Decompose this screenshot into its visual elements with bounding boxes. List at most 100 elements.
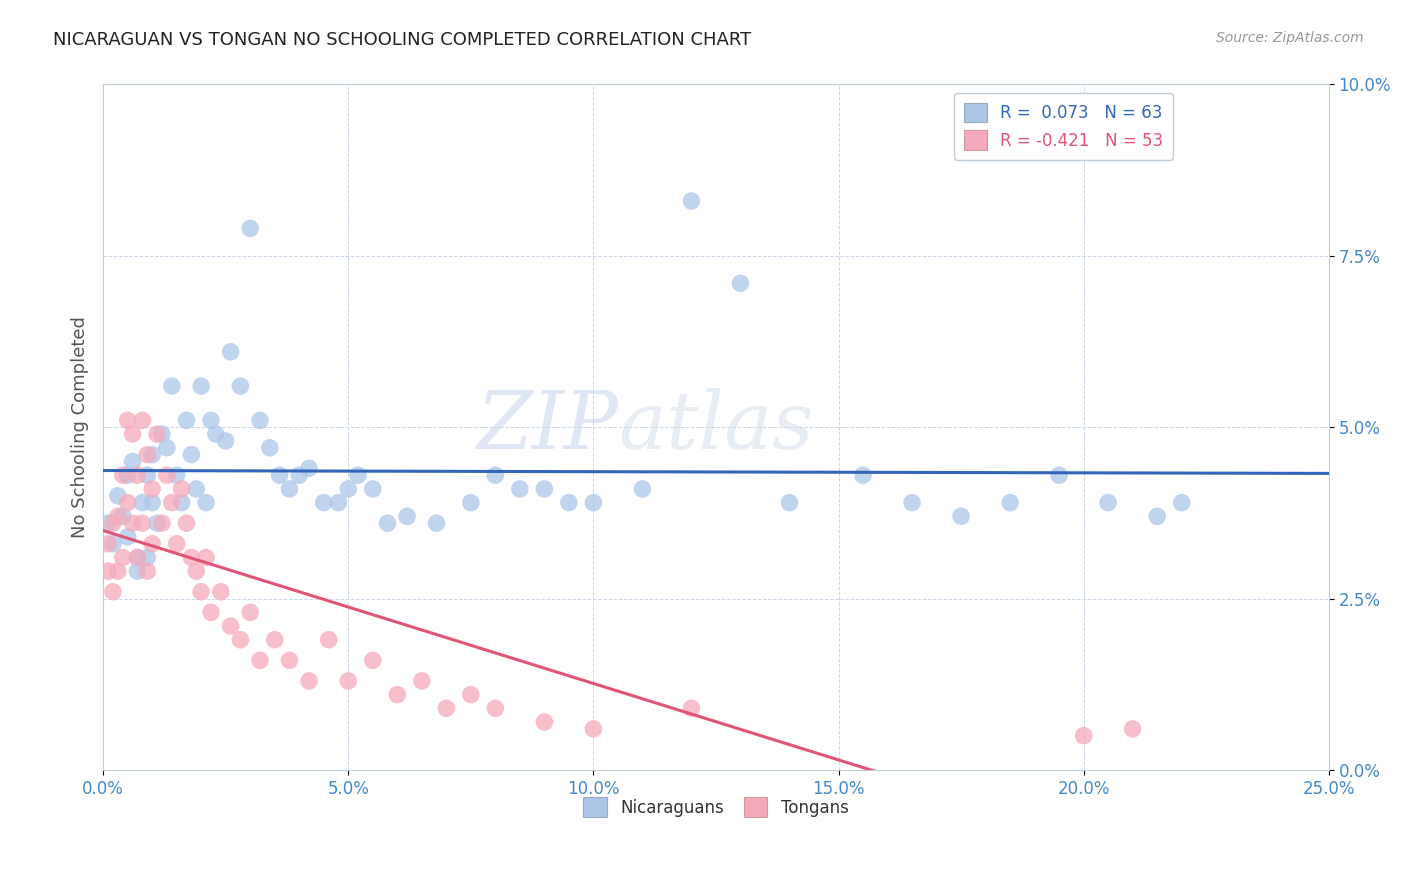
Point bbox=[239, 605, 262, 619]
Point bbox=[107, 489, 129, 503]
Point bbox=[337, 673, 360, 688]
Point bbox=[269, 468, 291, 483]
Point bbox=[387, 688, 409, 702]
Point bbox=[730, 277, 752, 291]
Point bbox=[1047, 468, 1070, 483]
Point bbox=[97, 564, 120, 578]
Point bbox=[779, 495, 801, 509]
Point bbox=[101, 537, 124, 551]
Point bbox=[484, 468, 506, 483]
Point bbox=[582, 495, 605, 509]
Point bbox=[361, 653, 384, 667]
Point bbox=[97, 516, 120, 531]
Point bbox=[950, 509, 973, 524]
Point bbox=[136, 468, 159, 483]
Point bbox=[288, 468, 311, 483]
Point bbox=[136, 448, 159, 462]
Point bbox=[160, 495, 183, 509]
Point bbox=[141, 495, 163, 509]
Point bbox=[141, 482, 163, 496]
Point bbox=[176, 516, 198, 531]
Text: atlas: atlas bbox=[617, 389, 813, 466]
Point bbox=[166, 537, 188, 551]
Point bbox=[186, 564, 208, 578]
Point bbox=[136, 564, 159, 578]
Point bbox=[558, 495, 581, 509]
Point bbox=[259, 441, 281, 455]
Point bbox=[328, 495, 350, 509]
Point bbox=[131, 413, 153, 427]
Point bbox=[107, 564, 129, 578]
Point bbox=[146, 427, 169, 442]
Point bbox=[249, 413, 271, 427]
Point bbox=[347, 468, 370, 483]
Point bbox=[166, 468, 188, 483]
Point bbox=[127, 468, 149, 483]
Point bbox=[209, 584, 232, 599]
Point bbox=[180, 448, 202, 462]
Point bbox=[901, 495, 924, 509]
Point bbox=[298, 461, 321, 475]
Point bbox=[97, 537, 120, 551]
Point bbox=[998, 495, 1021, 509]
Point bbox=[190, 584, 212, 599]
Point bbox=[117, 468, 139, 483]
Point bbox=[377, 516, 399, 531]
Point bbox=[229, 379, 252, 393]
Point bbox=[160, 379, 183, 393]
Point bbox=[425, 516, 447, 531]
Point bbox=[117, 495, 139, 509]
Text: Source: ZipAtlas.com: Source: ZipAtlas.com bbox=[1216, 31, 1364, 45]
Point bbox=[190, 379, 212, 393]
Point bbox=[533, 482, 555, 496]
Point bbox=[170, 495, 193, 509]
Point bbox=[101, 516, 124, 531]
Point bbox=[484, 701, 506, 715]
Y-axis label: No Schooling Completed: No Schooling Completed bbox=[72, 317, 89, 538]
Point bbox=[180, 550, 202, 565]
Point bbox=[852, 468, 875, 483]
Point bbox=[219, 344, 242, 359]
Point bbox=[312, 495, 335, 509]
Text: ZIP: ZIP bbox=[477, 389, 617, 466]
Point bbox=[533, 714, 555, 729]
Point bbox=[219, 619, 242, 633]
Point bbox=[249, 653, 271, 667]
Point bbox=[141, 448, 163, 462]
Point bbox=[411, 673, 433, 688]
Point bbox=[434, 701, 457, 715]
Point bbox=[117, 413, 139, 427]
Point bbox=[298, 673, 321, 688]
Point bbox=[1170, 495, 1192, 509]
Point bbox=[156, 468, 179, 483]
Point bbox=[396, 509, 419, 524]
Point bbox=[146, 516, 169, 531]
Point bbox=[156, 441, 179, 455]
Point bbox=[121, 427, 143, 442]
Point bbox=[263, 632, 285, 647]
Point bbox=[107, 509, 129, 524]
Point bbox=[127, 564, 149, 578]
Point bbox=[186, 482, 208, 496]
Point bbox=[150, 427, 173, 442]
Point bbox=[681, 194, 703, 208]
Point bbox=[170, 482, 193, 496]
Point bbox=[200, 413, 222, 427]
Point bbox=[101, 584, 124, 599]
Point bbox=[1097, 495, 1119, 509]
Point bbox=[111, 550, 134, 565]
Point bbox=[195, 495, 218, 509]
Point bbox=[141, 537, 163, 551]
Point bbox=[136, 550, 159, 565]
Point bbox=[631, 482, 654, 496]
Point bbox=[318, 632, 340, 647]
Point bbox=[127, 550, 149, 565]
Point bbox=[1073, 729, 1095, 743]
Point bbox=[239, 221, 262, 235]
Point bbox=[131, 516, 153, 531]
Point bbox=[460, 688, 482, 702]
Point bbox=[229, 632, 252, 647]
Point bbox=[195, 550, 218, 565]
Point bbox=[121, 516, 143, 531]
Point bbox=[460, 495, 482, 509]
